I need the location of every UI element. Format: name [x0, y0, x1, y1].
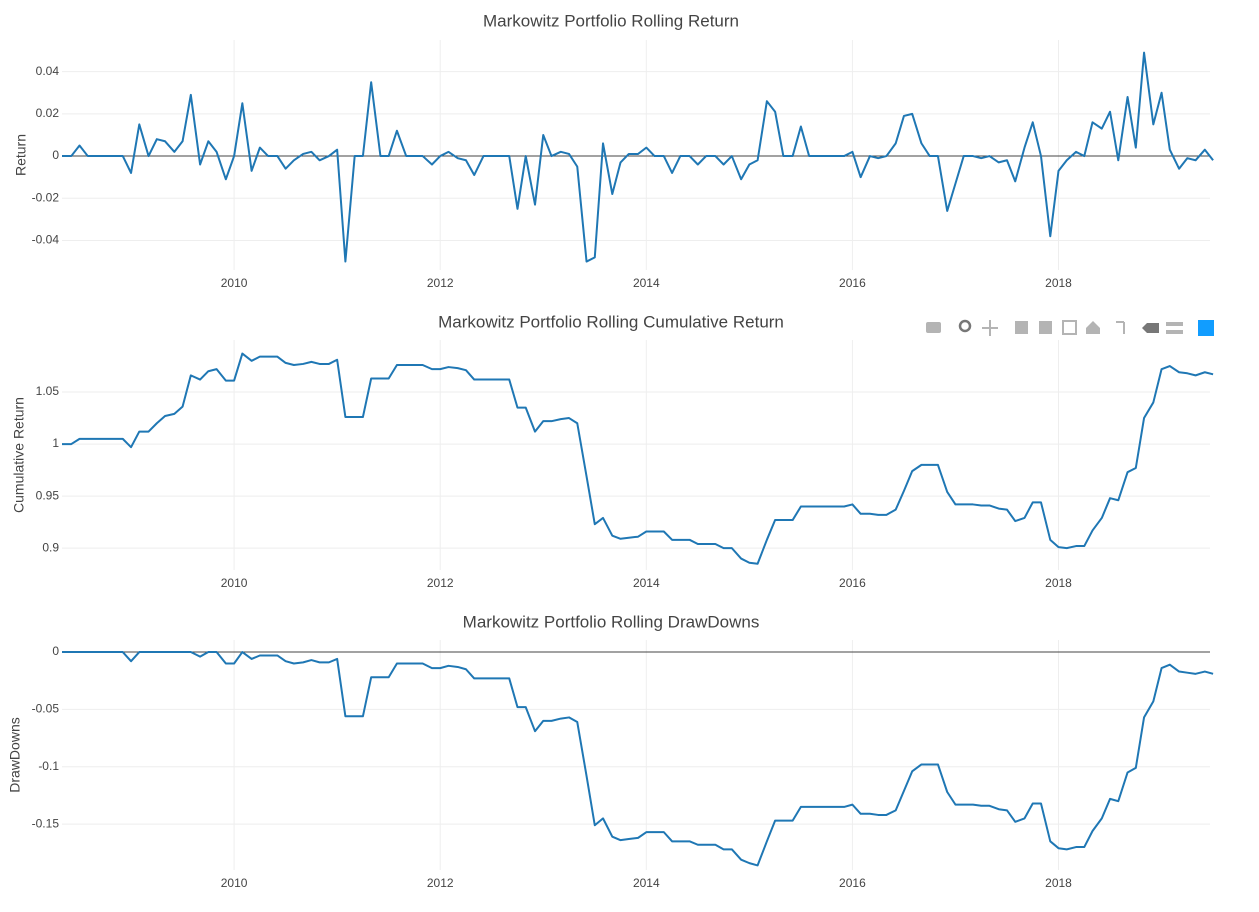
- subplot: Markowitz Portfolio Rolling Return Return…: [13, 11, 1214, 290]
- chart-title: Markowitz Portfolio Rolling Return: [483, 11, 739, 30]
- y-tick-label: 0.02: [36, 106, 60, 120]
- y-tick-label: 0: [52, 644, 59, 658]
- y-tick-label: 1.05: [36, 384, 60, 398]
- zoom-button[interactable]: [958, 319, 972, 333]
- autoscale-button[interactable]: [1062, 320, 1077, 335]
- spike-button[interactable]: [1116, 321, 1125, 334]
- zoom-in-button[interactable]: [1015, 321, 1028, 334]
- x-tick-label: 2012: [427, 876, 454, 890]
- zoom-out-button[interactable]: [1039, 321, 1052, 334]
- x-tick-label: 2010: [221, 276, 248, 290]
- y-tick-label: 1: [52, 436, 59, 450]
- y-axis-title: Return: [13, 134, 29, 176]
- x-tick-label: 2016: [839, 876, 866, 890]
- data-line: [62, 51, 1214, 263]
- hover-compare-button[interactable]: [1166, 322, 1183, 334]
- chart-title: Markowitz Portfolio Rolling Cumulative R…: [438, 312, 784, 331]
- y-tick-label: -0.04: [32, 233, 60, 247]
- y-tick-label: -0.15: [32, 816, 60, 830]
- y-axis-title: Cumulative Return: [11, 397, 27, 513]
- x-tick-label: 2018: [1045, 276, 1072, 290]
- y-tick-label: 0.9: [42, 540, 59, 554]
- camera-button[interactable]: [926, 322, 941, 333]
- chart-title: Markowitz Portfolio Rolling DrawDowns: [463, 612, 760, 631]
- plotly-logo[interactable]: [1198, 320, 1214, 336]
- pan-button[interactable]: [982, 320, 998, 336]
- y-tick-label: -0.02: [32, 190, 60, 204]
- x-tick-label: 2012: [427, 276, 454, 290]
- y-tick-label: -0.05: [32, 702, 60, 716]
- x-tick-label: 2014: [633, 576, 660, 590]
- x-tick-label: 2010: [221, 576, 248, 590]
- modebar: [926, 319, 1214, 336]
- x-tick-label: 2018: [1045, 876, 1072, 890]
- data-line: [62, 651, 1214, 867]
- x-tick-label: 2012: [427, 576, 454, 590]
- y-tick-label: 0.95: [36, 488, 60, 502]
- subplot: Markowitz Portfolio Rolling Cumulative R…: [11, 312, 1214, 590]
- x-tick-label: 2014: [633, 276, 660, 290]
- y-tick-label: 0.04: [36, 64, 60, 78]
- data-line: [62, 352, 1214, 565]
- subplot: Markowitz Portfolio Rolling DrawDowns Dra…: [7, 612, 1214, 890]
- x-tick-label: 2014: [633, 876, 660, 890]
- reset-button[interactable]: [1086, 321, 1100, 334]
- x-tick-label: 2018: [1045, 576, 1072, 590]
- y-axis-title: DrawDowns: [7, 717, 23, 792]
- y-tick-label: 0: [52, 148, 59, 162]
- hover-closest-button[interactable]: [1142, 323, 1159, 333]
- y-tick-label: -0.1: [38, 759, 59, 773]
- x-tick-label: 2010: [221, 876, 248, 890]
- x-tick-label: 2016: [839, 276, 866, 290]
- x-tick-label: 2016: [839, 576, 866, 590]
